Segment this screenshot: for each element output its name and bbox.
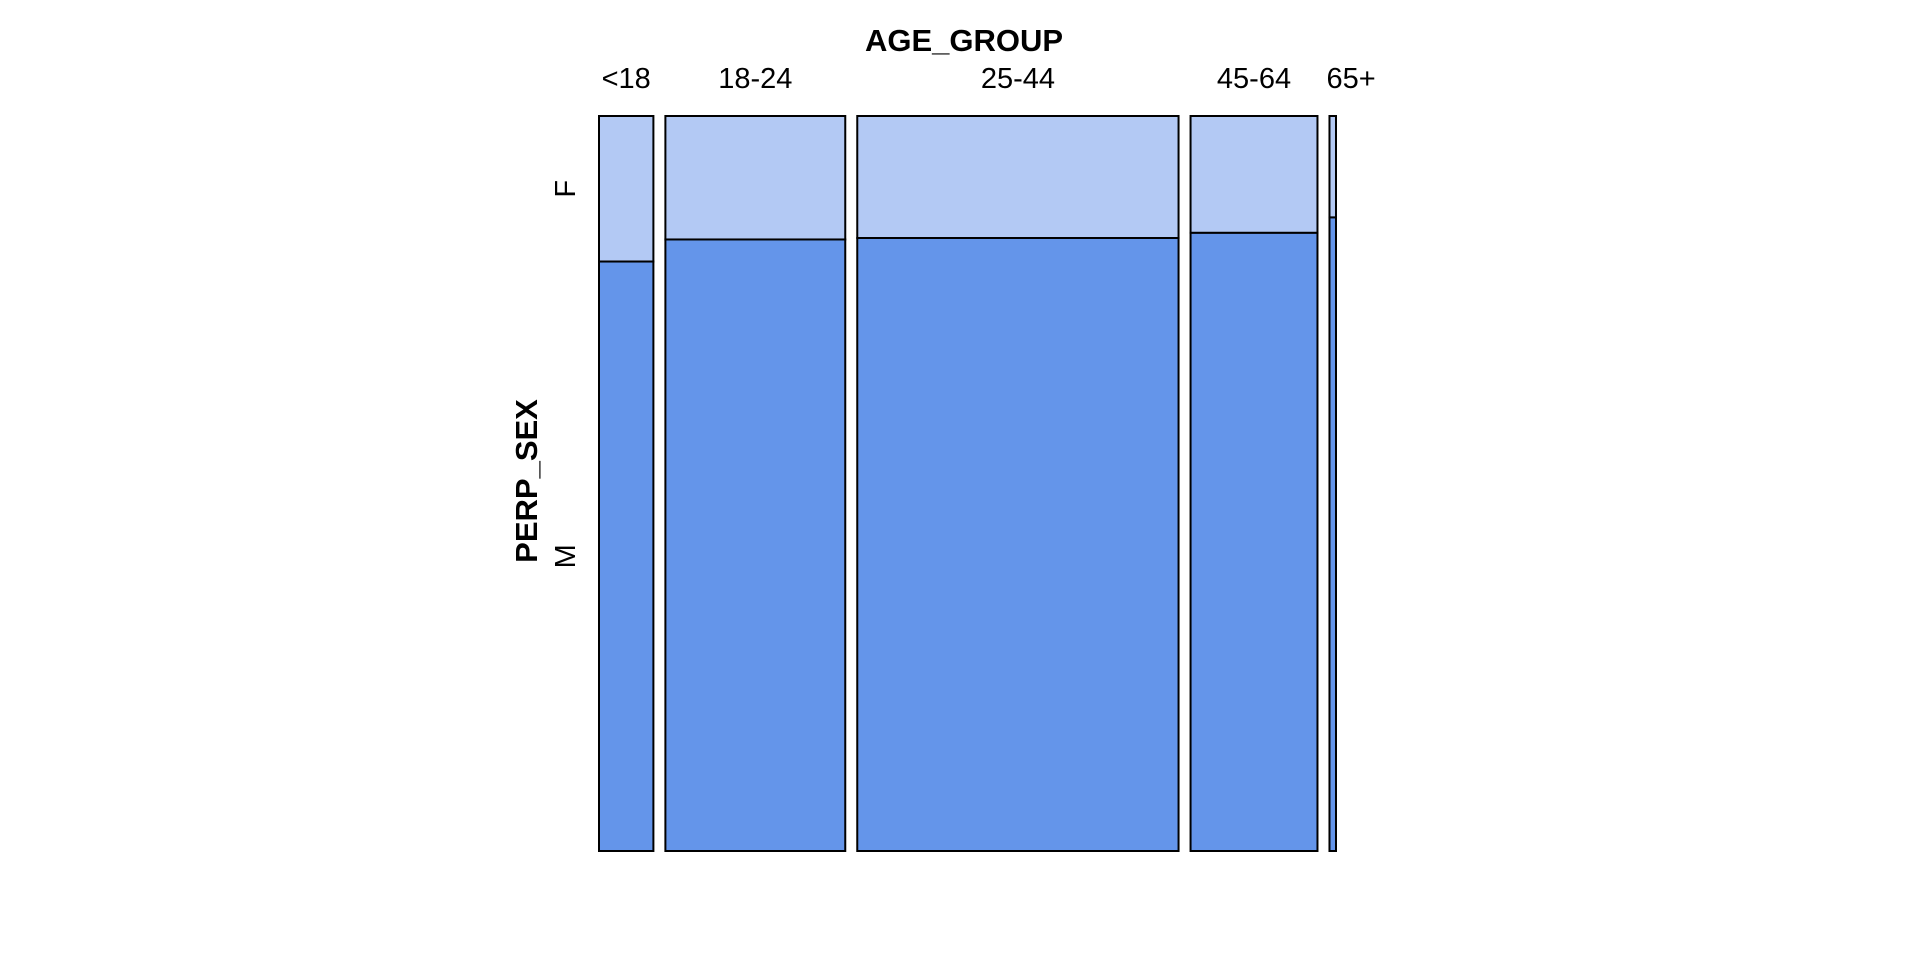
- x-tick-labels: <18 18-24 25-44 45-64 65+: [602, 63, 1376, 95]
- x-tick-label-25-44: 25-44: [981, 63, 1055, 95]
- y-tick-label-f: F: [550, 180, 582, 198]
- tile-65-plus-m: [1328, 216, 1338, 852]
- tile-under-18-m: [598, 260, 655, 852]
- x-axis-title: AGE_GROUP: [865, 23, 1063, 58]
- mosaic-tiles: [598, 115, 1338, 853]
- tile-under-18-f: [598, 115, 655, 263]
- x-tick-label-under-18: <18: [602, 63, 651, 95]
- tile-18-24-f: [664, 115, 847, 241]
- y-axis-title: PERP_SEX: [509, 399, 544, 563]
- y-tick-label-m: M: [550, 544, 582, 568]
- tile-25-44-m: [856, 237, 1180, 852]
- tile-25-44-f: [856, 115, 1180, 240]
- tile-18-24-m: [664, 238, 847, 853]
- tile-65-plus-f: [1328, 115, 1338, 219]
- tile-45-64-f: [1189, 115, 1319, 234]
- tile-45-64-m: [1189, 231, 1319, 853]
- x-tick-label-45-64: 45-64: [1217, 63, 1291, 95]
- y-tick-labels: FM: [550, 180, 582, 568]
- x-tick-label-18-24: 18-24: [718, 63, 792, 95]
- x-tick-label-65-plus: 65+: [1326, 63, 1375, 95]
